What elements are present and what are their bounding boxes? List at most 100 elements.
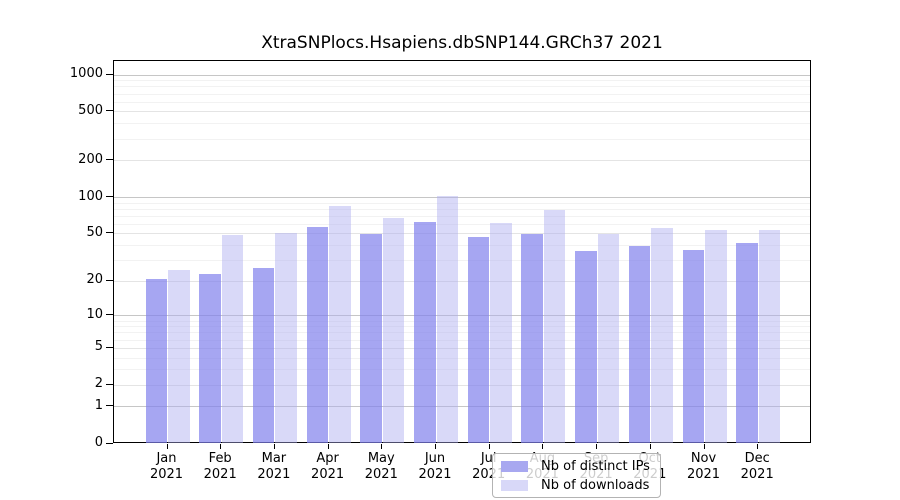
x-tick-year: 2021 [686,466,721,482]
y-tick-label-50: 50 [86,224,103,240]
gridline-100 [114,197,810,198]
bar-downloads-mar [275,232,297,443]
bar-distinct-ips-nov [682,249,704,443]
y-tick-1000 [106,73,113,75]
gridline-400 [114,123,810,125]
x-tick-label-nov: Nov 2021 [676,451,732,482]
gridline-70 [114,215,810,217]
gridline-600 [114,101,810,103]
chart-title: XtraSNPlocs.Hsapiens.dbSNP144.GRCh37 202… [261,33,663,53]
legend-label-downloads: Nb of downloads [541,477,650,493]
legend-item-distinct-ips: Nb of distinct IPs [501,458,652,474]
bar-downloads-aug [543,209,566,443]
x-tick-may [381,444,383,449]
gridline-700 [114,93,810,95]
gridline-9 [114,320,810,322]
gridline-90 [114,202,810,204]
y-tick-5 [106,346,113,348]
y-tick-label-5: 5 [94,339,103,355]
bar-downloads-jan [168,269,190,443]
bar-downloads-dec [758,229,781,443]
x-tick-year: 2021 [418,466,452,482]
bar-distinct-ips-feb [199,274,221,443]
x-tick-month: Jan [156,451,177,466]
y-tick-500 [106,110,113,112]
y-tick-label-2: 2 [94,376,103,392]
bar-distinct-ips-sep [575,251,597,443]
x-tick-aug [542,444,544,449]
x-tick-month: Apr [316,451,339,466]
gridline-4 [114,357,810,359]
bar-distinct-ips-aug [521,233,543,443]
bar-distinct-ips-jun [414,221,436,443]
y-tick-2 [106,383,113,385]
gridline-5 [114,347,810,349]
x-tick-label-jan: Jan 2021 [139,451,195,482]
gridline-900 [114,80,810,82]
bar-distinct-ips-oct [628,245,651,443]
legend-swatch-distinct-ips [501,460,528,472]
gridline-7 [114,332,810,334]
gridline-800 [114,86,810,88]
y-tick-label-10: 10 [86,306,103,322]
gridline-60 [114,223,810,225]
x-tick-month: Mar [261,451,287,466]
y-tick-100 [106,196,113,197]
x-tick-sep [596,444,598,449]
gridline-1 [114,406,810,408]
x-tick-year: 2021 [311,466,345,482]
gridline-80 [114,208,810,210]
bar-distinct-ips-apr [306,227,329,443]
x-tick-oct [649,444,651,449]
y-tick-0 [106,442,113,444]
legend-swatch-downloads [501,479,528,491]
gridline-30 [114,260,810,262]
x-tick-label-may: May 2021 [353,451,409,482]
y-tick-label-200: 200 [78,151,103,167]
gridline-20 [114,280,810,282]
bar-distinct-ips-jul [467,237,490,443]
y-tick-50 [106,232,113,234]
gridline-300 [114,138,810,140]
bar-downloads-may [382,217,405,443]
x-tick-label-apr: Apr 2021 [300,451,356,482]
gridline-8 [114,326,810,328]
x-tick-year: 2021 [740,466,774,482]
x-tick-feb [220,444,222,449]
bar-distinct-ips-mar [252,267,275,443]
y-tick-200 [106,159,113,161]
x-tick-jul [488,444,490,449]
y-tick-label-100: 100 [78,188,103,204]
y-tick-label-1000: 1000 [69,66,103,81]
x-tick-month: May [367,451,395,466]
x-tick-month: Jun [424,451,446,466]
legend-label-distinct-ips: Nb of distinct IPs [541,458,650,474]
bar-distinct-ips-dec [736,243,758,443]
y-tick-label-0: 0 [94,435,103,450]
y-tick-20 [106,279,113,281]
bar-downloads-sep [597,233,620,443]
x-tick-month: Feb [208,451,232,466]
bar-downloads-feb [221,235,244,443]
gridline-1000 [114,74,810,76]
gridline-50 [114,233,810,235]
gridline-10 [114,315,810,317]
x-tick-year: 2021 [257,466,291,482]
x-tick-year: 2021 [364,466,398,482]
bar-distinct-ips-jan [145,278,167,443]
legend-item-downloads: Nb of downloads [501,477,652,493]
x-tick-apr [327,444,329,449]
bar-distinct-ips-may [360,233,382,443]
bar-downloads-nov [705,229,727,443]
x-tick-jan [166,444,168,449]
gridline-200 [114,160,810,162]
bar-downloads-apr [329,206,351,443]
y-tick-label-500: 500 [78,102,103,118]
gridline-40 [114,245,810,247]
x-tick-label-jun: Jun 2021 [407,451,463,482]
gridline-500 [114,111,810,113]
x-tick-jun [435,444,436,449]
x-tick-label-dec: Dec 2021 [729,451,785,482]
gridline-2 [114,384,810,386]
